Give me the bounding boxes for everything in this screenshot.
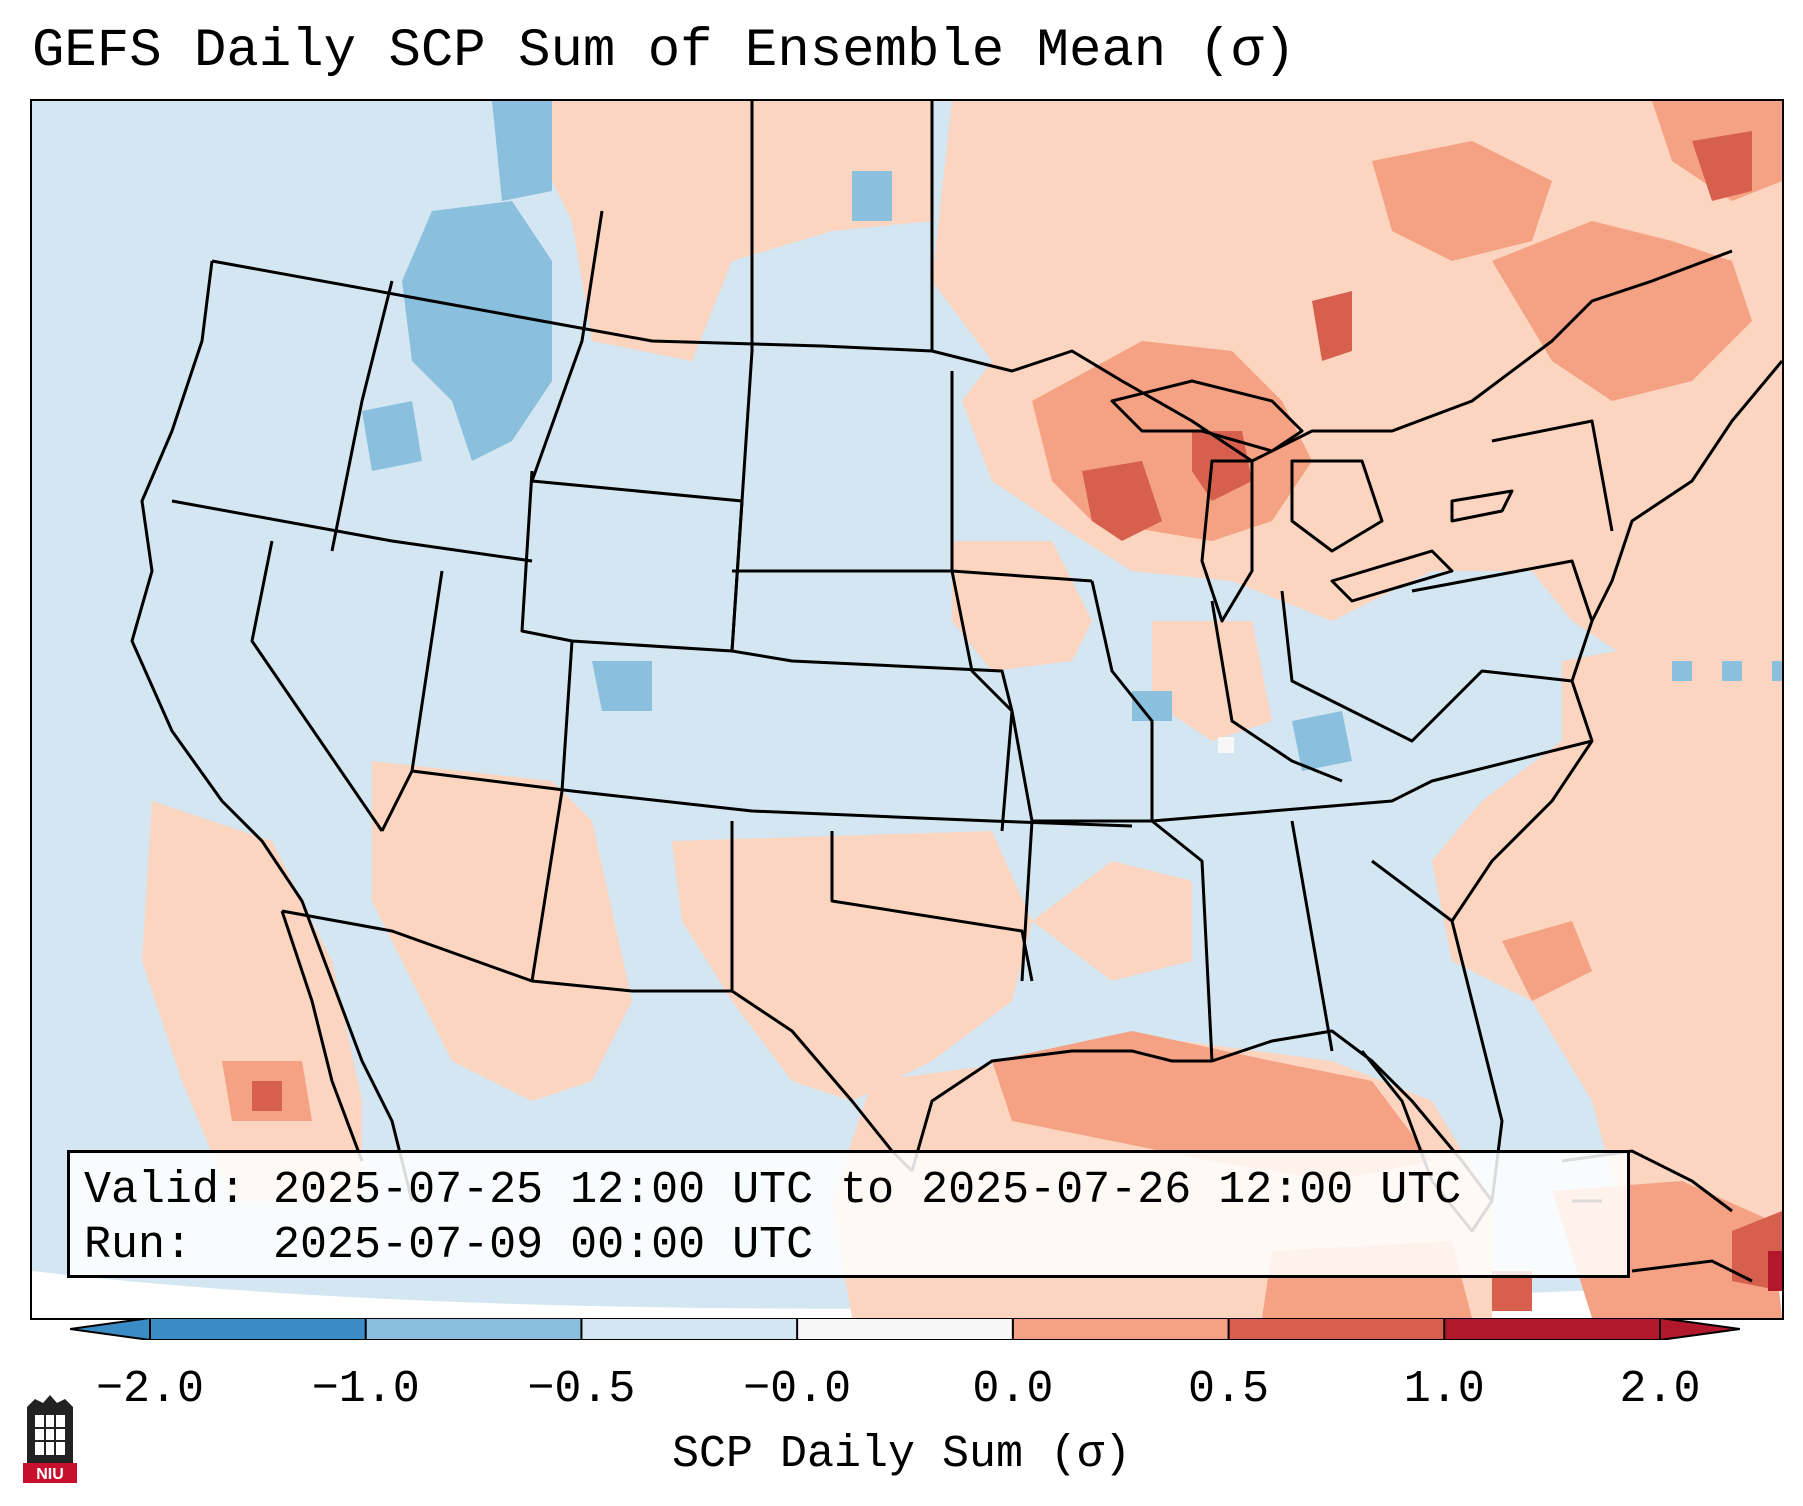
positive-anomaly-strong [252,131,1782,1311]
niu-logo-text: NIU [36,1466,64,1483]
scp-map [30,99,1784,1320]
colorbar-segment [581,1318,798,1340]
lake-huron [1290,459,1384,553]
border-36n [411,769,1133,828]
extreme-anomaly-cell [1768,1251,1782,1291]
border-sc-ga [1371,859,1453,923]
colorbar [70,1318,1740,1340]
west-coastline [130,260,414,1202]
colorbar-tick-label: 0.5 [1188,1364,1270,1415]
run-label: Run: [84,1220,193,1271]
colorbar-segment [1444,1318,1661,1340]
border-ny-ne [1491,419,1614,532]
colorbar-tick-label: −2.0 [95,1364,205,1415]
lake-superior [1110,379,1304,453]
map-canvas [32,101,1782,1318]
border-oh-wv-va [1280,590,1573,743]
border-mt-id [530,210,604,482]
niu-logo: NIU [23,1395,77,1483]
colorbar-ticks [149,1318,1661,1340]
colorbar-extend-high [1660,1318,1740,1340]
colorbar-segment [1012,1318,1230,1340]
border-pa [1411,559,1594,622]
colorbar-tick-label: 0.0 [972,1364,1054,1415]
near-zero-cell [1218,737,1234,753]
border-tx-ok [830,831,1034,982]
colorbar-segments [150,1318,1661,1340]
lake-erie [1330,549,1454,603]
colorbar-segment [365,1318,582,1340]
valid-run-info-box: Valid: 2025-07-25 12:00 UTC to 2025-07-2… [67,1150,1630,1278]
boundary-lines [130,101,1782,1233]
colorbar-tick-label: 2.0 [1619,1364,1701,1415]
colorbar-tick-label: −0.0 [743,1364,852,1415]
border-tn-nc [1151,739,1593,823]
border-or-ca [171,499,533,563]
valid-row: Valid: 2025-07-25 12:00 UTC to 2025-07-2… [84,1163,1613,1218]
border-in-oh-ky [1210,600,1343,783]
run-row: Run: 2025-07-09 00:00 UTC [84,1218,1613,1273]
border-dakotas-ne-ks [730,101,1014,832]
border-mn-ia-mo [950,371,1034,982]
colorbar-extend-low [70,1318,150,1340]
border-id-wa [330,280,394,552]
colorbar-segment [1228,1318,1445,1340]
lake-ontario [1450,489,1514,523]
valid-value: 2025-07-25 12:00 UTC to 2025-07-26 12:00… [273,1165,1462,1216]
baja-coastline [280,910,364,1162]
colorbar-tick-label: 1.0 [1403,1364,1485,1415]
colorbar-tick-label: −1.0 [311,1364,420,1415]
colorbar-segment [797,1318,1014,1340]
border-ga-al [1290,820,1334,1052]
colorbar-segment [150,1318,367,1340]
figure-title: GEFS Daily SCP Sum of Ensemble Mean (σ) [32,21,1296,82]
lake-michigan [1200,459,1254,623]
run-value: 2025-07-09 00:00 UTC [273,1220,814,1271]
valid-label: Valid: [84,1165,247,1216]
east-coastline [1450,360,1782,1202]
border-il-in [1090,580,1154,821]
negative-anomaly [362,101,1782,771]
border-ar-ms-al [1032,819,1214,1062]
colorbar-label: SCP Daily Sum (σ) [671,1429,1132,1480]
border-us-canada [211,249,1733,463]
border-nv-ca [250,540,384,832]
colorbar-tick-label: −0.5 [527,1364,636,1415]
